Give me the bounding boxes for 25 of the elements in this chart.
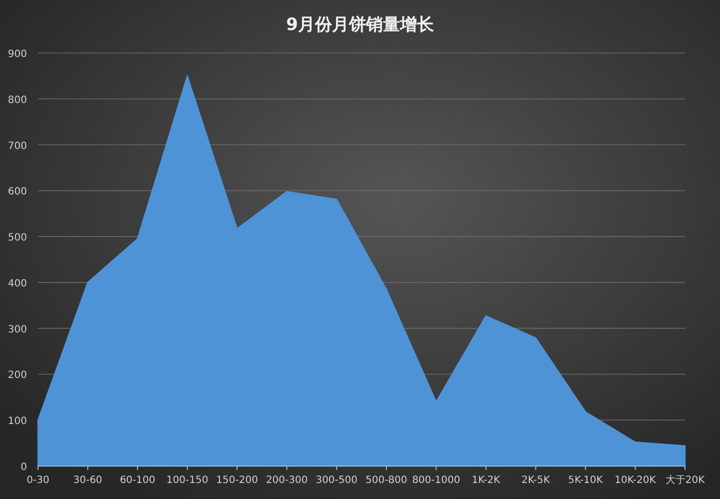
y-tick-label: 800: [8, 94, 27, 106]
x-tick-label: 0-30: [26, 475, 50, 486]
y-tick-label: 200: [8, 370, 27, 382]
x-tick-label: 2K-5K: [521, 475, 550, 486]
y-tick-label: 300: [8, 324, 27, 336]
y-tick-label: 900: [8, 49, 27, 60]
y-tick-label: 100: [8, 416, 27, 428]
x-tick-label: 800-1000: [412, 475, 460, 486]
x-tick-label: 30-60: [73, 475, 102, 486]
y-tick-label: 400: [8, 278, 27, 290]
y-tick-label: 700: [8, 140, 27, 152]
x-tick-label: 1K-2K: [472, 475, 501, 486]
x-tick-label: 200-300: [266, 475, 308, 486]
x-tick-label: 150-200: [216, 475, 258, 486]
y-tick-label: 500: [8, 232, 27, 244]
chart-title: 9月份月饼销量增长: [286, 15, 435, 35]
x-tick-label: 5K-10K: [568, 475, 604, 486]
x-tick-label: 100-150: [166, 475, 208, 486]
x-tick-label: 500-800: [365, 475, 408, 486]
x-tick-label: 10K-20K: [614, 475, 656, 486]
x-tick-label: 大于20K: [665, 474, 706, 486]
y-tick-label: 600: [8, 186, 27, 198]
x-tick-label: 60-100: [120, 475, 156, 486]
x-tick-label: 300-500: [316, 475, 358, 486]
y-tick-label: 0: [20, 462, 27, 473]
